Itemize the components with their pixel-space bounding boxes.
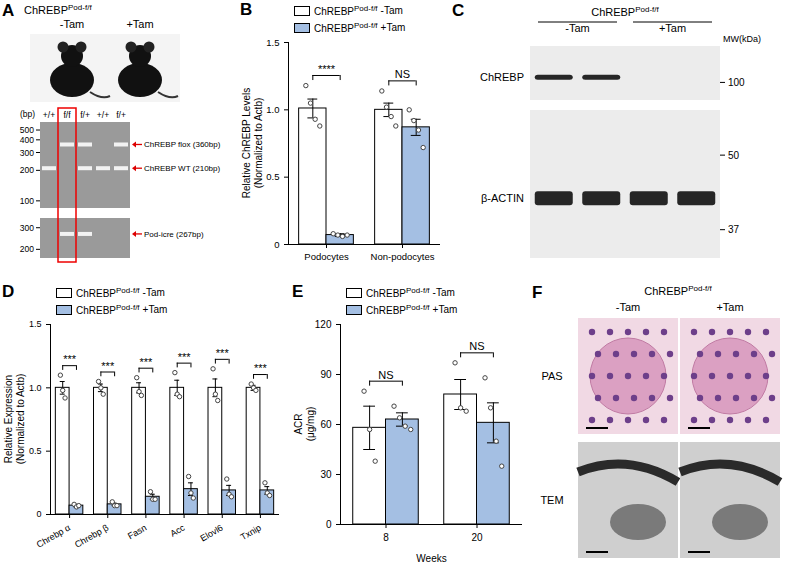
svg-text:NS: NS xyxy=(469,340,484,352)
svg-text:ChREBP flox (360bp): ChREBP flox (360bp) xyxy=(144,140,221,149)
svg-text:1.0: 1.0 xyxy=(266,104,279,115)
html-text:ChREBPPod-f/f +Tam: ChREBPPod-f/f +Tam xyxy=(76,303,168,317)
svg-text:500: 500 xyxy=(20,125,34,135)
svg-text:-Tam: -Tam xyxy=(60,18,84,30)
svg-text:-Tam: -Tam xyxy=(565,22,589,34)
svg-text:100: 100 xyxy=(20,196,34,206)
svg-text:37: 37 xyxy=(728,224,740,235)
svg-text:+Tam: +Tam xyxy=(126,18,153,30)
svg-text:20: 20 xyxy=(471,532,483,543)
svg-text:0: 0 xyxy=(326,519,332,530)
svg-text:C: C xyxy=(452,1,464,20)
svg-text:ACR(μg/mg): ACR(μg/mg) xyxy=(293,407,316,442)
svg-text:TEM: TEM xyxy=(540,494,563,506)
svg-text:400: 400 xyxy=(20,135,34,145)
html-text:ChREBPPod-f/f +Tam: ChREBPPod-f/f +Tam xyxy=(366,303,458,317)
svg-text:ChREBPPod-f/f: ChREBPPod-f/f xyxy=(24,3,92,16)
html-text:E: E xyxy=(292,282,304,301)
svg-text:ChREBPPod-f/f: ChREBPPod-f/f xyxy=(644,284,712,297)
svg-text:***: *** xyxy=(63,353,77,365)
svg-text:60: 60 xyxy=(320,419,332,430)
svg-text:ChREBP: ChREBP xyxy=(480,71,524,83)
svg-text:50: 50 xyxy=(728,150,740,161)
svg-text:MW(kDa): MW(kDa) xyxy=(723,34,761,44)
svg-text:-Tam: -Tam xyxy=(616,301,640,313)
svg-text:Non-podocytes: Non-podocytes xyxy=(371,251,435,262)
svg-text:90: 90 xyxy=(320,369,332,380)
svg-text:0: 0 xyxy=(36,509,41,519)
svg-text:+Tam: +Tam xyxy=(716,301,743,313)
svg-text:200: 200 xyxy=(20,165,34,175)
svg-text:30: 30 xyxy=(320,469,332,480)
svg-text:1.5: 1.5 xyxy=(29,319,42,329)
svg-text:1.0: 1.0 xyxy=(29,383,42,393)
svg-text:***: *** xyxy=(216,347,230,359)
svg-text:Fasn: Fasn xyxy=(126,523,148,542)
html-text:ChREBPPod-f/f +Tam: ChREBPPod-f/f +Tam xyxy=(314,21,406,35)
svg-text:+/+: +/+ xyxy=(97,110,109,120)
html-text:B: B xyxy=(240,0,253,19)
svg-text:***: *** xyxy=(101,360,115,372)
svg-text:(bp): (bp) xyxy=(20,109,35,119)
svg-text:Relative Expression(Normalized: Relative Expression(Normalized to Actb) xyxy=(3,374,26,465)
svg-text:f/+: f/+ xyxy=(80,110,90,120)
svg-text:Txnip: Txnip xyxy=(239,523,263,543)
html-text:D: D xyxy=(2,282,15,301)
svg-text:1.5: 1.5 xyxy=(266,37,279,48)
svg-text:0: 0 xyxy=(274,239,279,250)
svg-text:f/f: f/f xyxy=(63,110,71,120)
svg-text:300: 300 xyxy=(20,148,34,158)
svg-text:Relative ChREBP Levels(Normali: Relative ChREBP Levels(Normalized to Act… xyxy=(241,88,264,198)
svg-text:120: 120 xyxy=(315,319,332,330)
svg-text:Elovl6: Elovl6 xyxy=(198,523,224,544)
svg-text:Acc: Acc xyxy=(169,522,187,538)
html-text:ChREBPPod-f/f -Tam: ChREBPPod-f/f -Tam xyxy=(366,286,455,300)
svg-text:****: **** xyxy=(318,63,336,75)
svg-text:β-ACTIN: β-ACTIN xyxy=(481,192,524,204)
svg-text:A: A xyxy=(2,1,14,20)
svg-text:Podocytes: Podocytes xyxy=(304,251,349,262)
svg-text:ChREBPPod-f/f: ChREBPPod-f/f xyxy=(591,5,659,18)
svg-text:8: 8 xyxy=(383,532,389,543)
svg-text:***: *** xyxy=(254,362,268,374)
svg-text:ChREBP WT (210bp): ChREBP WT (210bp) xyxy=(144,164,221,173)
svg-text:PAS: PAS xyxy=(541,370,562,382)
svg-text:Chrebp α: Chrebp α xyxy=(35,523,72,550)
svg-text:Chrebp β: Chrebp β xyxy=(73,523,110,550)
svg-text:f/+: f/+ xyxy=(116,110,126,120)
svg-text:200: 200 xyxy=(20,244,34,254)
html-text:ChREBPPod-f/f -Tam: ChREBPPod-f/f -Tam xyxy=(76,286,165,300)
svg-text:0.5: 0.5 xyxy=(266,171,279,182)
svg-text:300: 300 xyxy=(20,223,34,233)
svg-text:0.5: 0.5 xyxy=(29,446,42,456)
svg-text:F: F xyxy=(532,283,542,302)
html-text:ChREBPPod-f/f -Tam: ChREBPPod-f/f -Tam xyxy=(314,4,403,18)
svg-text:+/+: +/+ xyxy=(43,110,55,120)
svg-text:Weeks: Weeks xyxy=(416,553,446,564)
svg-text:Pod-icre (267bp): Pod-icre (267bp) xyxy=(144,230,204,239)
svg-text:NS: NS xyxy=(378,369,393,381)
svg-text:100: 100 xyxy=(728,77,745,88)
svg-text:***: *** xyxy=(139,356,153,368)
svg-text:+Tam: +Tam xyxy=(659,22,686,34)
svg-text:NS: NS xyxy=(395,68,410,80)
svg-text:***: *** xyxy=(178,351,192,363)
